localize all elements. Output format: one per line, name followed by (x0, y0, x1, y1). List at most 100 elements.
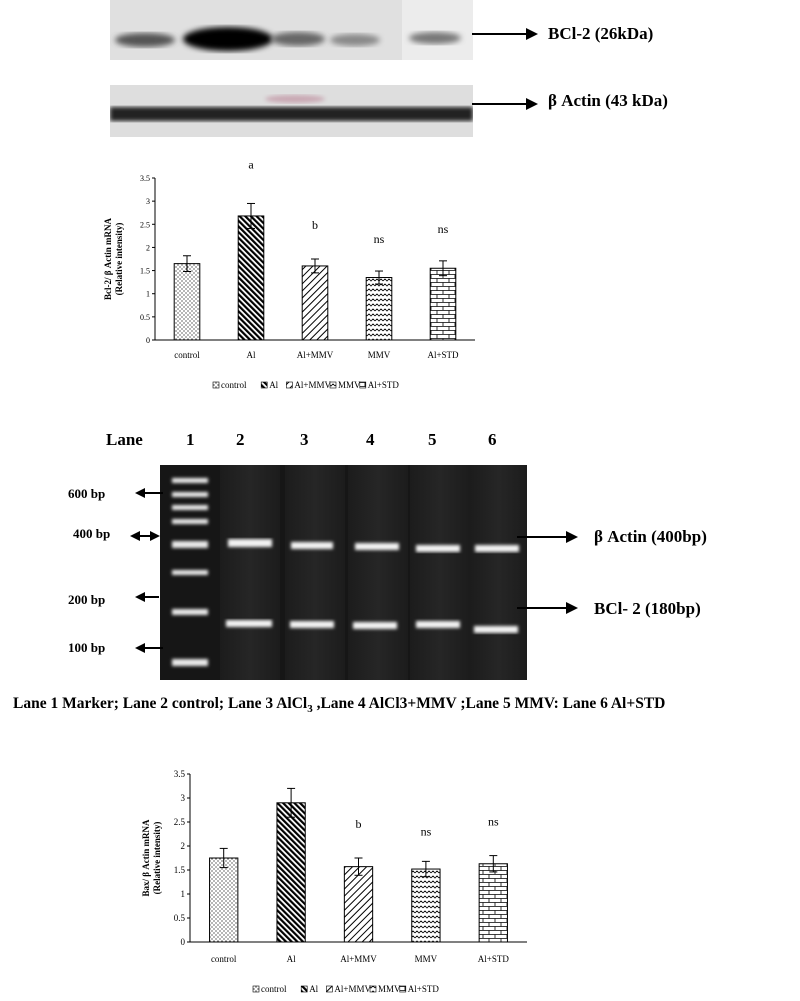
y-tick-label: 2.5 (174, 817, 186, 827)
bcl2-blot-label: BCl-2 (26kDa) (548, 24, 654, 43)
y-tick-label: 1.5 (140, 267, 150, 276)
y-tick-label: 2 (181, 841, 186, 851)
gel-bcl2-arrow (517, 602, 578, 614)
bar-mmv (411, 868, 441, 943)
lane-number-3: 3 (300, 430, 309, 449)
bar-mmv (365, 277, 393, 341)
gel-actin-label: β Actin (400bp) (594, 527, 707, 546)
legend-entry: Al (309, 984, 318, 994)
significance-label: ns (438, 222, 449, 236)
gel-caption-subscript: 3 (307, 703, 313, 716)
legend-entry: control (261, 984, 287, 994)
bar-al-mmv (343, 866, 374, 943)
x-tick-label: Al+STD (427, 350, 459, 360)
marker-100bp-label: 100 bp (68, 640, 106, 655)
bax-bar-chart: 0 0.5 1 1.5 2 2.5 3 3.5 Bax/ β Actin mRNA (Relati… (141, 730, 527, 994)
legend-entry: Al+STD (408, 984, 440, 994)
legend-entry: control (221, 380, 247, 390)
y-axis-label-line: (Relative intensity) (114, 223, 124, 296)
x-tick-label: MMV (415, 954, 438, 964)
significance-label: ns (488, 815, 499, 829)
significance-label: a (288, 730, 294, 731)
y-axis-label: Bcl-2/ β Actin mRNA (Relative intensity) (103, 218, 124, 300)
x-tick-label: MMV (368, 350, 391, 360)
lane-number-1: 1 (186, 430, 195, 449)
bcl2-bar-chart: 0 0.5 1 1.5 2 2.5 3 3.5 Bcl-2/ β Actin mRNA (Rela… (103, 158, 475, 390)
lane-header: Lane (106, 430, 143, 449)
y-axis-label: Bax/ β Actin mRNA (Relative intensity) (141, 819, 162, 896)
legend-entry: Al+STD (368, 380, 400, 390)
significance-label: b (312, 218, 318, 232)
marker-100bp-arrow (135, 643, 163, 653)
legend-entry: Al (269, 380, 278, 390)
y-tick-label: 0 (181, 937, 186, 947)
actin-blot-arrow (472, 98, 538, 110)
legend-entry: Al+MMV (294, 380, 331, 390)
significance-label: b (356, 817, 362, 831)
gel-caption: Lane 1 Marker; Lane 2 control; Lane 3 Al… (13, 695, 665, 715)
marker-600bp-arrow (135, 488, 163, 498)
bar-al (276, 802, 306, 943)
gel-bcl2-label: BCl- 2 (180bp) (594, 599, 701, 618)
y-tick-label: 1 (146, 290, 150, 299)
gel-bands (160, 465, 527, 680)
gel-caption-part-2: ,Lane 4 AlCl3+MMV ;Lane 5 MMV: Lane 6 Al… (312, 695, 666, 712)
y-axis-label-line: Bax/ β Actin mRNA (141, 819, 151, 896)
marker-200bp-label: 200 bp (68, 592, 106, 607)
legend-swatch (286, 381, 293, 389)
gel-actin-arrow (517, 531, 578, 543)
lane-number-6: 6 (488, 430, 497, 449)
marker-400bp-arrow (130, 531, 160, 541)
y-tick-label: 0.5 (174, 913, 186, 923)
marker-200bp-arrow (135, 592, 159, 602)
bar-al-std (429, 267, 457, 341)
x-tick-label: Al (287, 954, 296, 964)
y-tick-label: 0.5 (140, 313, 150, 322)
legend-swatch (399, 985, 407, 993)
x-tick-label: Al (247, 350, 256, 360)
x-tick-label: Al+STD (478, 954, 510, 964)
y-axis-label-line: (Relative intensity) (152, 822, 162, 895)
legend-entry: MMV (378, 984, 401, 994)
x-tick-label: control (174, 350, 200, 360)
gel-image (160, 465, 527, 680)
bcl2-blot-bands (110, 0, 473, 60)
legend-swatch (300, 985, 308, 993)
significance-label: a (248, 158, 254, 171)
y-tick-label: 1 (181, 889, 186, 899)
y-tick-label: 0 (146, 336, 150, 345)
y-tick-label: 3.5 (174, 769, 186, 779)
gel-caption-part-1: Lane 1 Marker; Lane 2 control; Lane 3 Al… (13, 695, 308, 712)
bar-al-std (478, 863, 508, 943)
marker-600bp-label: 600 bp (68, 486, 106, 501)
legend-entry: Al+MMV (334, 984, 371, 994)
bcl2-blot-arrow (472, 28, 538, 40)
lane-number-5: 5 (428, 430, 437, 449)
legend-swatch (359, 381, 367, 389)
bar-al-mmv (301, 265, 329, 341)
marker-400bp-label: 400 bp (73, 526, 111, 541)
significance-label: ns (421, 824, 432, 838)
lane-number-2: 2 (236, 430, 245, 449)
y-tick-label: 3 (181, 793, 186, 803)
y-tick-label: 3.5 (140, 174, 150, 183)
bcl2-blot-image (110, 0, 473, 60)
significance-label: ns (374, 232, 385, 246)
x-tick-label: Al+MMV (297, 350, 334, 360)
legend-swatch (369, 985, 377, 993)
y-tick-label: 2 (146, 243, 150, 252)
x-tick-label: Al+MMV (340, 954, 377, 964)
y-tick-label: 1.5 (174, 865, 186, 875)
legend-swatch (252, 985, 260, 993)
y-tick-label: 2.5 (140, 220, 150, 229)
y-axis-label-line: Bcl-2/ β Actin mRNA (103, 218, 113, 300)
legend-swatch (329, 381, 337, 389)
x-tick-label: control (211, 954, 237, 964)
y-tick-label: 3 (146, 197, 150, 206)
legend-swatch (212, 381, 220, 389)
legend-entry: MMV (338, 380, 361, 390)
actin-blot-bands (110, 85, 473, 137)
actin-blot-image (110, 85, 473, 137)
actin-blot-label: β Actin (43 kDa) (548, 91, 668, 110)
legend-swatch (260, 381, 268, 389)
